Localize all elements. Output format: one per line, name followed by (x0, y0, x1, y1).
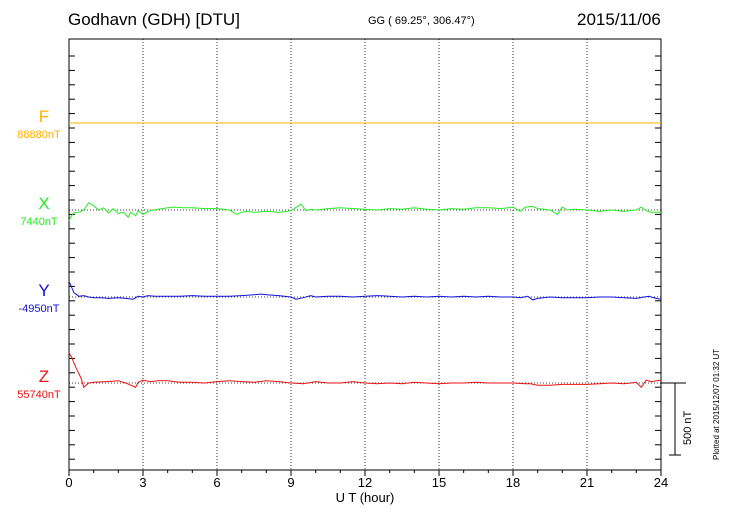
chart-date: 2015/11/06 (577, 10, 661, 29)
channel-name-z: Z (38, 367, 50, 386)
channel-baseline-f: 88880nT (17, 129, 61, 141)
x-tick-label: 3 (139, 475, 146, 490)
x-tick-label: 24 (654, 475, 668, 490)
channel-name-f: F (38, 107, 50, 126)
channel-baseline-y: -4950nT (18, 303, 60, 315)
channel-name-x: X (38, 194, 50, 213)
trace-z (68, 352, 662, 389)
channel-name-y: Y (38, 281, 50, 300)
x-tick-label: 12 (358, 475, 372, 490)
scale-bar-label: 500 nT (682, 410, 694, 445)
station-coordinates: GG ( 69.25°, 306.47°) (368, 15, 475, 27)
trace-y (68, 280, 662, 301)
x-axis-label: U T (hour) (335, 490, 395, 505)
x-tick-label: 21 (580, 475, 594, 490)
x-tick-label: 15 (432, 475, 446, 490)
x-tick-label: 18 (506, 475, 520, 490)
x-tick-label: 6 (213, 475, 220, 490)
trace-x (68, 202, 661, 222)
chart-title: Godhavn (GDH) [DTU] (68, 10, 240, 29)
x-tick-label: 0 (65, 475, 72, 490)
channel-baseline-x: 7440nT (20, 216, 58, 228)
x-tick-label: 9 (287, 475, 294, 490)
channel-baseline-z: 55740nT (17, 389, 61, 401)
plotted-timestamp: Plotted at 2015/12/07 01:32 UT (712, 348, 721, 460)
